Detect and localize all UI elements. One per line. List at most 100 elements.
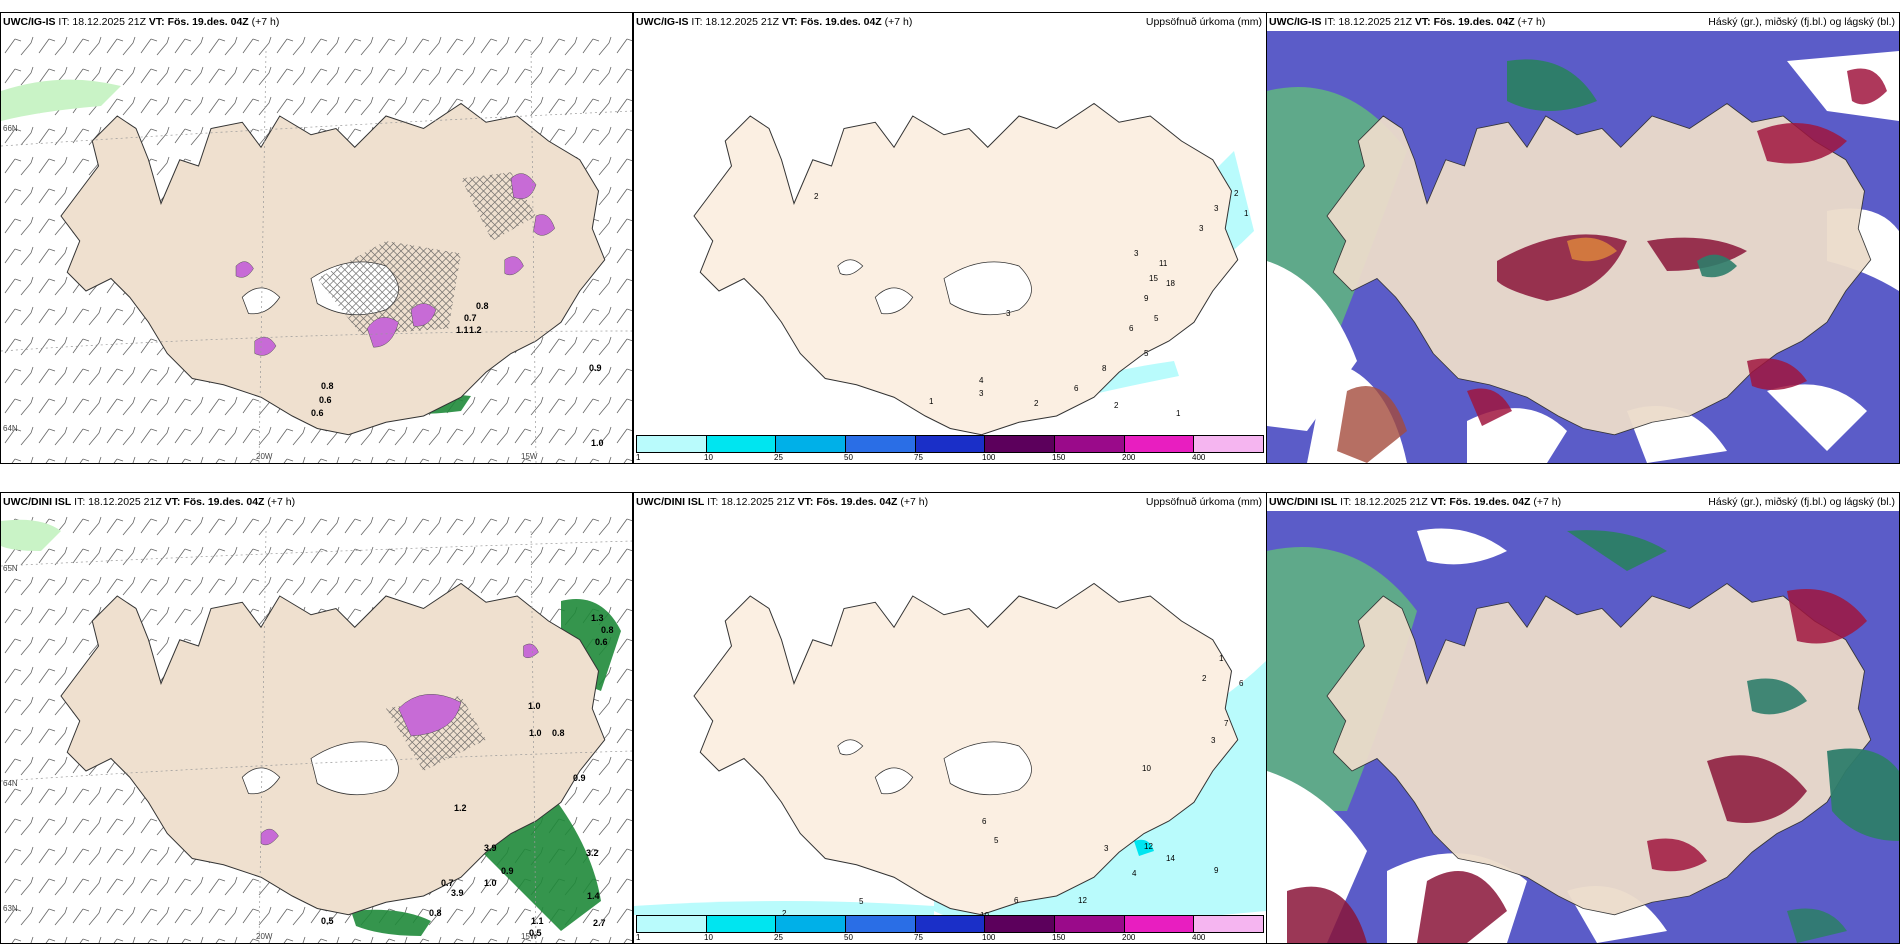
colorbar-bin <box>1124 436 1195 452</box>
init-time: IT: 18.12.2025 21Z <box>74 496 162 508</box>
value-label: 2 <box>1234 189 1239 198</box>
value-label: 2 <box>1114 401 1119 410</box>
colorbar-label: 50 <box>844 933 853 942</box>
valid-time: Fös. 19.des. 04Z <box>816 496 898 508</box>
colorbar-label: 10 <box>704 933 713 942</box>
colorbar-label: 1 <box>636 453 641 462</box>
colorbar-bin <box>1124 916 1195 932</box>
colorbar-label: 400 <box>1192 453 1206 462</box>
value-label: 10 <box>1142 764 1151 773</box>
colorbar-label: 200 <box>1122 453 1136 462</box>
colorbar-label: 150 <box>1052 453 1066 462</box>
value-label: 8 <box>1102 364 1107 373</box>
value-label: 11 <box>1159 259 1168 268</box>
panel-clouds-ig: UWC/IG-IS IT: 18.12.2025 21Z VT: Fös. 19… <box>1266 12 1900 464</box>
model-name: UWC/DINI ISL <box>3 496 72 508</box>
value-label: 2 <box>1202 674 1207 683</box>
value-label: 1.2 <box>469 325 482 335</box>
value-label: 3.2 <box>586 848 599 858</box>
value-label: 0.8 <box>552 728 565 738</box>
panel-accumulated-precip-ig: UWC/IG-IS IT: 18.12.2025 21Z VT: Fös. 19… <box>633 12 1267 464</box>
colorbar-bin <box>776 436 847 452</box>
map-area: 1 2 3 2 4 3 2 6 8 5 3 1 2 11 15 18 3 9 6… <box>634 31 1266 463</box>
panel-header: UWC/DINI ISL IT: 18.12.2025 21Z VT: Fös.… <box>1 493 632 511</box>
colorbar-bin <box>915 916 986 932</box>
value-label: 1 <box>1219 654 1224 663</box>
model-name: UWC/IG-IS <box>636 16 689 28</box>
value-label: 0.5 <box>321 916 334 926</box>
map-area <box>1267 511 1899 943</box>
value-label: 3 <box>979 389 984 398</box>
panel-header: UWC/DINI ISL IT: 18.12.2025 21Z VT: Fös.… <box>634 493 1266 511</box>
value-label: 1 <box>1244 209 1249 218</box>
value-label: 1 <box>1176 409 1181 418</box>
valid-prefix: VT: <box>1430 496 1447 508</box>
lead-time: (+7 h) <box>251 16 280 28</box>
valid-time: Fös. 19.des. 04Z <box>167 16 249 28</box>
value-label: 3 <box>1006 309 1011 318</box>
colorbar-bin <box>846 916 916 932</box>
colorbar-bin <box>985 916 1056 932</box>
value-label: 3.9 <box>484 843 497 853</box>
panel-accumulated-precip-dini: UWC/DINI ISL IT: 18.12.2025 21Z VT: Fös.… <box>633 492 1267 944</box>
value-label: 6 <box>1074 384 1079 393</box>
axis-label-15w: 15W <box>521 932 538 941</box>
model-name: UWC/IG-IS <box>1269 16 1322 28</box>
axis-label-20w: 20W <box>256 932 273 941</box>
panel-title: Uppsöfnuð úrkoma (mm) <box>1145 16 1262 28</box>
value-label: 4 <box>1132 869 1137 878</box>
value-label: 1 <box>929 397 934 406</box>
value-label: 2 <box>814 192 819 201</box>
value-label: 0.7 <box>464 313 477 323</box>
valid-prefix: VT: <box>148 16 165 28</box>
value-label: 7 <box>1224 719 1229 728</box>
valid-time: Fös. 19.des. 04Z <box>1433 16 1515 28</box>
model-name: UWC/DINI ISL <box>1269 496 1338 508</box>
valid-time: Fös. 19.des. 04Z <box>1449 496 1531 508</box>
value-label: 3.9 <box>451 888 464 898</box>
colorbar-bin <box>706 436 777 452</box>
value-label: 0.9 <box>589 363 602 373</box>
value-label: 0.8 <box>321 381 334 391</box>
value-label: 9 <box>1214 866 1219 875</box>
map-area <box>1267 31 1899 463</box>
value-label: 0.5 <box>529 928 542 938</box>
colorbar-label: 1 <box>636 933 641 942</box>
colorbar-bin <box>985 436 1056 452</box>
colorbar-bin <box>1055 436 1125 452</box>
value-label: 4 <box>979 376 984 385</box>
value-label: 15 <box>1149 274 1158 283</box>
valid-time: Fös. 19.des. 04Z <box>800 16 882 28</box>
lead-time: (+7 h) <box>900 496 929 508</box>
value-label: 1.2 <box>454 803 467 813</box>
value-label: 6 <box>1014 896 1019 905</box>
colorbar-bin <box>1194 436 1264 452</box>
map-area: 2 5 10 5 6 12 14 10 12 6 4 3 9 7 3 2 1 6 <box>634 511 1266 943</box>
init-time: IT: 18.12.2025 21Z <box>707 496 795 508</box>
value-label: 0.6 <box>595 637 608 647</box>
colorbar-label: 75 <box>914 933 923 942</box>
colorbar: 1 10 25 50 75 100 150 200 400 <box>634 435 1266 463</box>
colorbar-bin <box>776 916 847 932</box>
panel-wind-precip-ig: UWC/IG-IS IT: 18.12.2025 21Z VT: Fös. 19… <box>0 12 633 464</box>
valid-time: Fös. 19.des. 04Z <box>183 496 265 508</box>
lead-time: (+7 h) <box>1517 16 1546 28</box>
panel-title: Háský (gr.), miðský (fj.bl.) og lágský (… <box>1708 16 1895 28</box>
value-label: 3 <box>1134 249 1139 258</box>
colorbar-bin <box>637 436 707 452</box>
lead-time: (+7 h) <box>267 496 296 508</box>
axis-label-64n: 64N <box>3 424 18 433</box>
panel-header: UWC/DINI ISL IT: 18.12.2025 21Z VT: Fös.… <box>1267 493 1899 511</box>
value-label: 3 <box>1199 224 1204 233</box>
value-label: 2.7 <box>593 918 606 928</box>
colorbar: 1 10 25 50 75 100 150 200 400 <box>634 915 1266 943</box>
colorbar-label: 150 <box>1052 933 1066 942</box>
colorbar-label: 200 <box>1122 933 1136 942</box>
value-label: 9 <box>1144 294 1149 303</box>
value-label: 6 <box>1239 679 1244 688</box>
value-label: 5 <box>994 836 999 845</box>
valid-prefix: VT: <box>164 496 181 508</box>
lead-time: (+7 h) <box>884 16 913 28</box>
axis-label-20w: 20W <box>256 452 273 461</box>
value-label: 1.0 <box>529 728 542 738</box>
